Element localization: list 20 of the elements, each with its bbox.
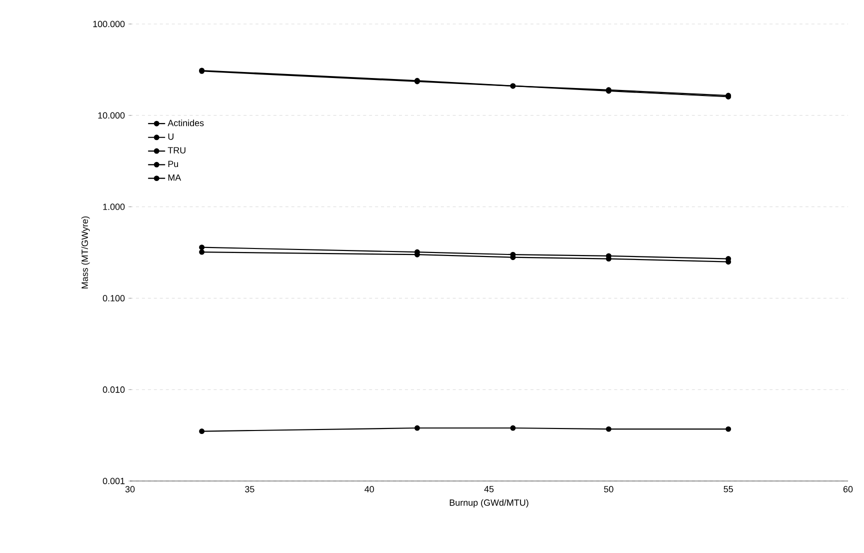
legend-label: Actinides bbox=[168, 120, 204, 126]
x-tick-label: 45 bbox=[484, 486, 494, 492]
x-axis-title: Burnup (GWd/MTU) bbox=[450, 499, 528, 508]
y-tick-label: 100.000 bbox=[93, 20, 125, 28]
legend-label: MA bbox=[168, 174, 182, 181]
x-tick-label: 35 bbox=[245, 486, 254, 492]
x-tick-label: 60 bbox=[843, 486, 853, 492]
y-tick-label: 0.100 bbox=[102, 295, 125, 302]
x-tick-label: 40 bbox=[364, 486, 374, 492]
x-tick-label: 55 bbox=[724, 486, 733, 492]
y-tick-label: 10.000 bbox=[98, 112, 125, 119]
y-tick-label: 1.000 bbox=[103, 204, 125, 210]
y-tick-label: 0.001 bbox=[102, 478, 125, 484]
legend-label: TRU bbox=[168, 147, 186, 154]
x-tick-label: 50 bbox=[604, 486, 614, 492]
y-tick-label: 0.010 bbox=[102, 386, 125, 393]
legend-label: U bbox=[168, 134, 174, 140]
legend-label: Pu bbox=[168, 160, 178, 168]
y-axis-title: Mass (MT/GWyre) bbox=[81, 216, 90, 288]
x-tick-label: 30 bbox=[125, 486, 135, 492]
